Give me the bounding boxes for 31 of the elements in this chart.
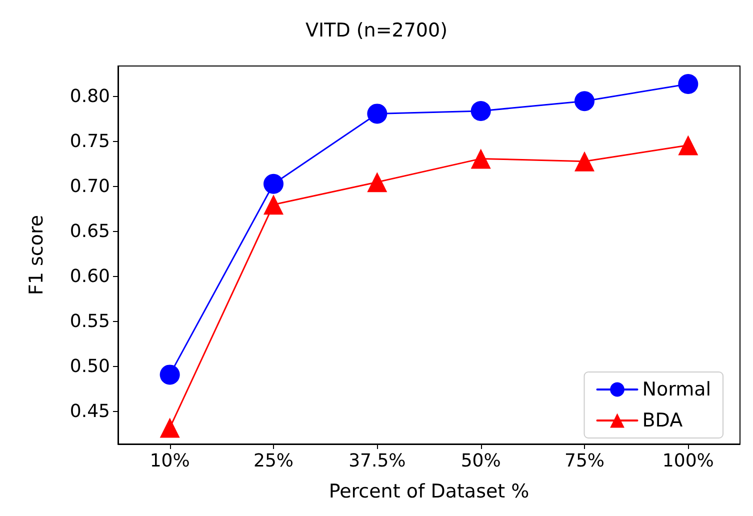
- legend-label: Normal: [642, 378, 712, 400]
- x-tick-label: 50%: [460, 450, 501, 472]
- y-tick-label: 0.45: [70, 401, 110, 422]
- x-tick-label: 10%: [150, 450, 190, 472]
- point: [264, 174, 284, 194]
- point: [160, 418, 180, 438]
- y-tick-label: 0.60: [70, 266, 110, 288]
- x-tick-label: 100%: [662, 450, 714, 472]
- y-tick-label: 0.80: [70, 86, 110, 108]
- x-axis-title: Percent of Dataset %: [328, 480, 530, 502]
- point: [574, 91, 594, 112]
- point: [264, 194, 284, 215]
- point: [367, 104, 388, 124]
- y-axis-title: F1 score: [26, 214, 48, 296]
- y-tick-label: 0.50: [70, 356, 110, 378]
- y-tick-label: 0.55: [70, 311, 110, 332]
- x-tick-label: 25%: [253, 450, 294, 472]
- legend-label: BDA: [642, 410, 683, 432]
- point: [160, 364, 180, 385]
- x-tick-label: 75%: [564, 450, 605, 472]
- x-tick-label: 37.5%: [348, 450, 406, 472]
- y-tick-label: 0.70: [70, 176, 110, 198]
- point: [678, 74, 698, 94]
- y-tick-label: 0.65: [70, 221, 110, 242]
- point: [574, 151, 594, 172]
- y-tick-label: 0.75: [70, 131, 110, 152]
- point: [470, 148, 491, 169]
- chart-title: VITD (n=2700): [305, 20, 448, 42]
- point: [470, 101, 491, 121]
- point: [367, 172, 388, 192]
- point: [678, 135, 698, 156]
